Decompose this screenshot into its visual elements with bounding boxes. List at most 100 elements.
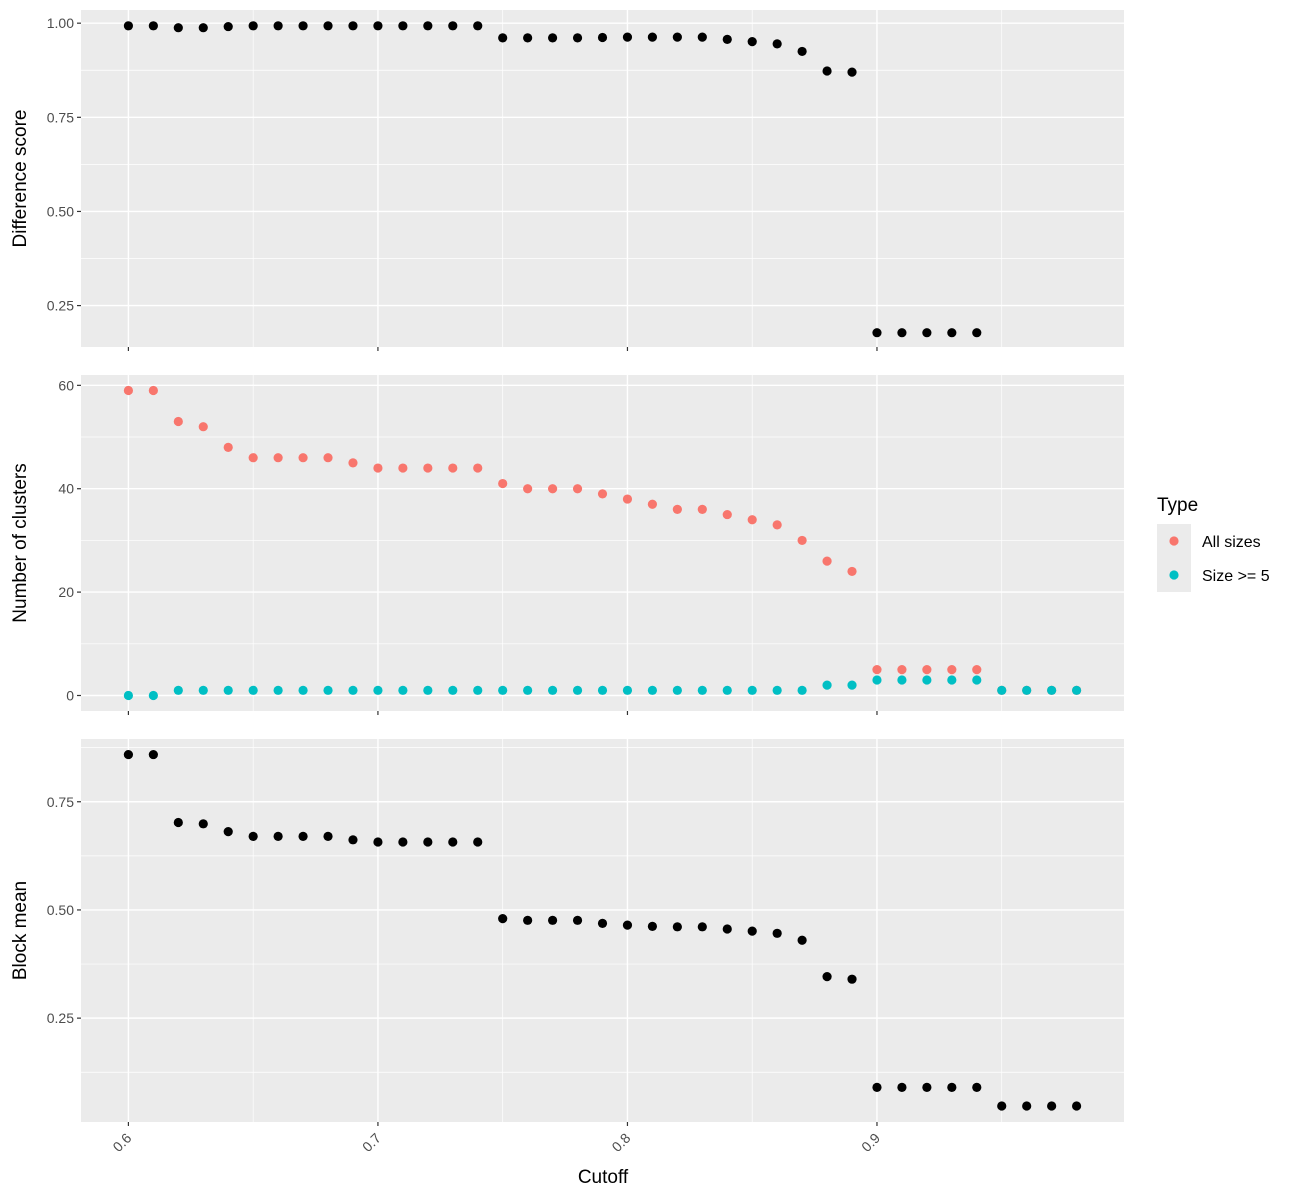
data-point (972, 328, 982, 338)
data-point (647, 499, 658, 509)
data-point (148, 749, 158, 760)
data-point (423, 21, 433, 31)
data-point (622, 920, 633, 930)
data-point (1071, 1101, 1082, 1111)
data-point (897, 675, 907, 685)
data-point (697, 504, 707, 514)
data-point (972, 1082, 982, 1092)
series-points (123, 675, 1082, 701)
data-point (547, 685, 558, 695)
data-point (547, 33, 558, 43)
legend-item: Size >= 5 (1157, 558, 1270, 592)
data-point (248, 685, 258, 695)
data-point (772, 685, 782, 695)
data-point (148, 21, 158, 31)
panel-background (81, 375, 1124, 711)
data-point (672, 504, 682, 514)
y-tick-label: 0.50 (47, 203, 74, 219)
y-axis-title: Block mean (10, 881, 31, 980)
data-point (922, 1082, 932, 1092)
data-point (323, 21, 333, 31)
data-point (398, 685, 408, 695)
data-point (997, 685, 1007, 695)
data-point (473, 463, 483, 473)
data-point (323, 685, 333, 695)
data-point (847, 974, 857, 984)
y-axis-title: Number of clusters (10, 463, 31, 622)
y-tick-label: 0.75 (47, 794, 74, 810)
data-point (523, 915, 533, 925)
legend-key-point (1169, 536, 1179, 546)
data-point (897, 1082, 907, 1092)
panels-layer: 0.25 0.50 0.75 1.00 Difference score 0 20 40 60 N… (10, 10, 1124, 1155)
data-point (922, 675, 932, 685)
data-point (547, 915, 558, 925)
legend-item: All sizes (1157, 524, 1261, 558)
y-tick-label: 0.25 (47, 298, 74, 314)
data-point (448, 21, 458, 31)
data-point (597, 918, 608, 928)
data-point (398, 463, 408, 473)
x-axis-title: Cutoff (578, 1167, 629, 1188)
data-point (922, 328, 932, 338)
data-point (747, 37, 757, 47)
data-point (822, 971, 832, 982)
data-point (248, 831, 258, 841)
data-point (123, 385, 134, 396)
data-point (847, 67, 857, 77)
data-point (872, 1082, 882, 1092)
data-point (872, 665, 882, 675)
series-points (123, 385, 1082, 695)
data-point (498, 685, 508, 695)
data-point (872, 328, 882, 338)
data-point (622, 494, 633, 504)
data-point (647, 32, 658, 42)
data-point (1071, 685, 1082, 695)
data-point (772, 39, 782, 49)
data-point (722, 34, 732, 44)
data-point (198, 422, 208, 432)
data-point (473, 685, 483, 695)
data-point (223, 827, 233, 837)
data-point (448, 685, 458, 695)
data-point (523, 33, 533, 43)
panel-background (81, 10, 1124, 347)
data-point (223, 442, 233, 452)
data-point (423, 837, 433, 847)
data-point (173, 817, 183, 828)
data-point (722, 509, 732, 520)
data-point (947, 675, 957, 685)
data-point (523, 484, 533, 494)
data-point (273, 21, 283, 31)
data-point (398, 21, 408, 31)
data-point (822, 66, 832, 76)
legend-label: Size >= 5 (1202, 568, 1270, 585)
data-point (597, 489, 608, 499)
data-point (173, 23, 183, 33)
data-point (672, 685, 682, 695)
y-tick-label: 20 (58, 584, 74, 600)
data-point (173, 685, 183, 695)
data-point (997, 1101, 1007, 1111)
data-point (572, 33, 583, 43)
data-point (348, 835, 358, 845)
data-point (772, 520, 782, 530)
data-point (223, 21, 233, 32)
data-point (373, 685, 383, 695)
data-point (547, 484, 558, 494)
data-point (398, 837, 408, 847)
data-point (298, 453, 308, 463)
y-tick-label: 0.75 (47, 109, 74, 125)
data-point (298, 21, 308, 31)
series-points (123, 749, 1082, 1111)
data-point (298, 685, 308, 695)
data-point (597, 685, 608, 695)
data-point (473, 21, 483, 31)
y-tick-label: 60 (58, 377, 74, 393)
legend: Type All sizes Size >= 5 (1157, 495, 1270, 592)
data-point (847, 566, 857, 577)
data-point (198, 685, 208, 695)
data-point (797, 46, 807, 57)
data-point (897, 328, 907, 338)
data-point (448, 463, 458, 473)
